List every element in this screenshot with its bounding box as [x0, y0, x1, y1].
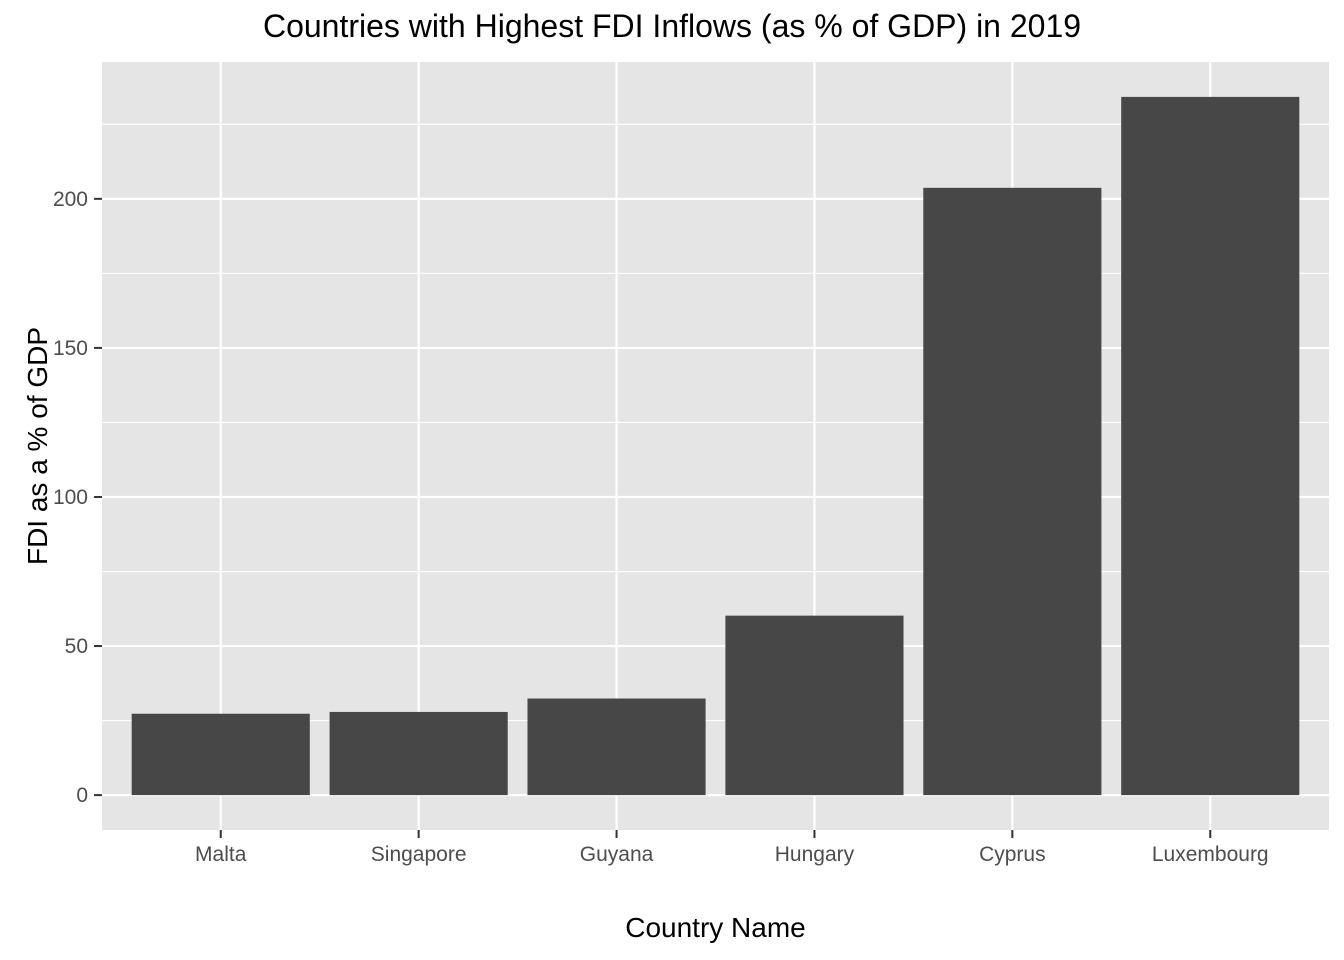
y-tick-label: 200: [53, 188, 88, 211]
bar-singapore: [329, 711, 508, 796]
y-axis-label: FDI as a % of GDP: [22, 326, 53, 566]
chart-title: Countries with Highest FDI Inflows (as %…: [262, 8, 1082, 44]
x-tick-label: Cyprus: [979, 843, 1046, 866]
y-tick-label: 0: [76, 784, 88, 807]
x-tick-label: Singapore: [371, 843, 467, 866]
bar-luxembourg: [1121, 96, 1300, 796]
x-axis: Malta Singapore Guyana Hungary Cyprus Luxembo…: [195, 830, 1269, 866]
x-axis-label: Country Name: [625, 912, 806, 943]
y-tick-label: 150: [53, 337, 88, 360]
bars: [131, 96, 1300, 796]
y-axis: 0 50 100 150 200: [53, 188, 102, 807]
bar-cyprus: [923, 187, 1102, 796]
bar-hungary: [725, 615, 904, 796]
x-tick-label: Guyana: [580, 843, 654, 866]
y-tick-label: 50: [65, 635, 88, 658]
bar-malta: [131, 713, 310, 796]
x-tick-label: Luxembourg: [1152, 843, 1269, 866]
bar-guyana: [527, 698, 706, 796]
x-tick-label: Hungary: [775, 843, 855, 866]
x-tick-label: Malta: [195, 843, 247, 866]
y-tick-label: 100: [53, 486, 88, 509]
